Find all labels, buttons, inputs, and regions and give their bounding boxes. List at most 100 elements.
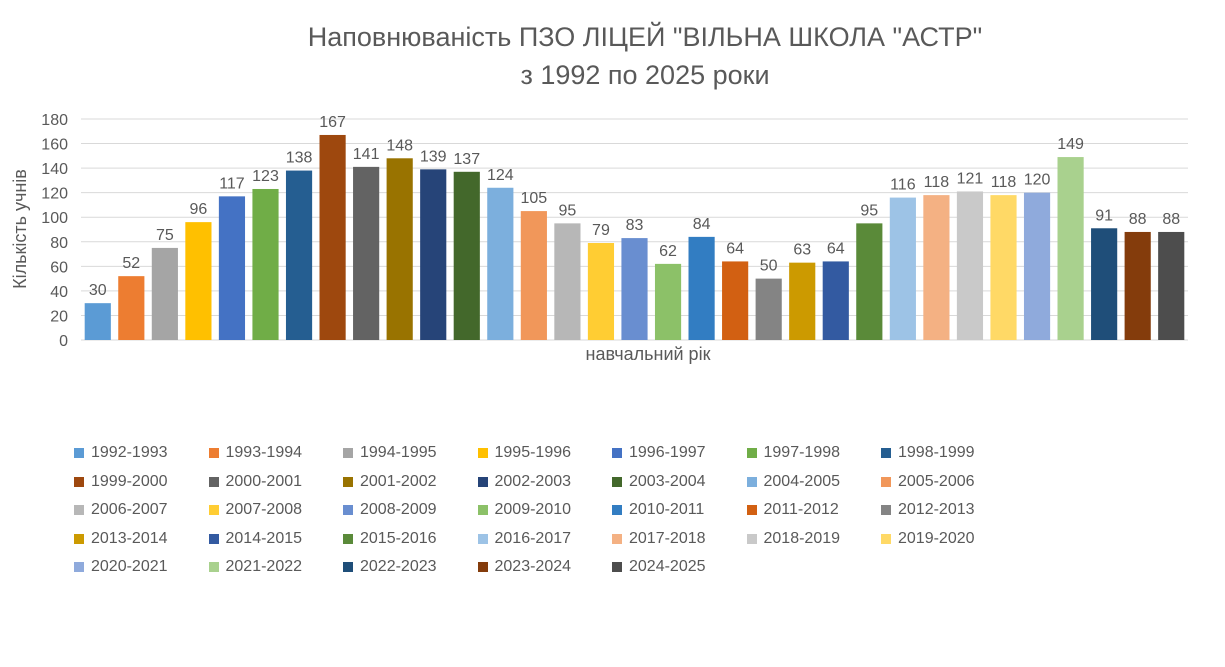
legend-item-1994-1995: 1994-1995 xyxy=(343,444,437,462)
y-axis-title: Кількість учнів xyxy=(10,169,30,289)
data-label-2004-2005: 124 xyxy=(487,167,514,184)
legend-item-1995-1996: 1995-1996 xyxy=(477,444,572,462)
legend-label: 2013-2014 xyxy=(91,529,168,547)
bar-2004-2005 xyxy=(487,187,514,340)
legend-item-1992-1993: 1992-1993 xyxy=(74,444,168,462)
bar-2001-2002 xyxy=(386,158,413,340)
legend-swatch xyxy=(74,533,84,544)
legend-label: 2017-2018 xyxy=(629,529,706,547)
legend-item-2011-2012: 2011-2012 xyxy=(746,501,839,519)
legend-item-2007-2008: 2007-2008 xyxy=(208,501,302,519)
legend-swatch xyxy=(343,505,353,515)
legend-swatch xyxy=(208,448,219,458)
legend-label: 2003-2004 xyxy=(629,472,706,490)
bar-2019-2020 xyxy=(990,195,1017,340)
legend-label: 2000-2001 xyxy=(225,472,303,490)
legend-label: 1995-1996 xyxy=(494,444,572,461)
bar-1998-1999 xyxy=(285,170,313,340)
legend-item-2004-2005: 2004-2005 xyxy=(746,473,840,491)
y-tick-label: 0 xyxy=(59,333,68,350)
legend-swatch xyxy=(477,533,488,544)
legend-swatch xyxy=(477,505,488,515)
y-tick-label: 60 xyxy=(50,259,68,276)
legend-label: 2018-2019 xyxy=(763,529,841,547)
legend-label: 2019-2020 xyxy=(898,529,975,547)
data-label-2001-2002: 148 xyxy=(386,137,413,154)
legend-label: 2010-2011 xyxy=(629,501,705,518)
legend-swatch xyxy=(881,505,891,515)
legend-swatch xyxy=(881,533,891,544)
legend-item-2012-2013: 2012-2013 xyxy=(881,501,975,519)
legend-item-2018-2019: 2018-2019 xyxy=(746,529,841,548)
legend-item-2017-2018: 2017-2018 xyxy=(612,530,706,548)
legend-swatch xyxy=(208,505,219,515)
bar-2024-2025 xyxy=(1158,231,1185,340)
bar-2012-2013 xyxy=(755,278,782,340)
bar-2014-2015 xyxy=(822,261,849,340)
legend-label: 2005-2006 xyxy=(898,472,975,490)
bars xyxy=(84,134,1185,340)
data-label-1997-1998: 123 xyxy=(252,168,279,185)
data-label-2017-2018: 118 xyxy=(924,174,950,191)
bar-1997-1998 xyxy=(252,188,279,340)
legend-item-1996-1997: 1996-1997 xyxy=(612,444,706,462)
x-axis-title: навчальний рік xyxy=(586,344,711,364)
y-tick-label: 120 xyxy=(41,186,68,203)
legend-swatch xyxy=(74,476,84,487)
data-label-2018-2019: 121 xyxy=(957,170,984,187)
legend-swatch xyxy=(746,476,757,487)
data-label-1999-2000: 167 xyxy=(319,114,346,131)
legend-item-2003-2004: 2003-2004 xyxy=(612,473,706,491)
legend-item-2015-2016: 2015-2016 xyxy=(343,530,437,548)
data-label-1995-1996: 96 xyxy=(190,201,208,218)
legend-item-2005-2006: 2005-2006 xyxy=(881,473,975,491)
legend-label: 1997-1998 xyxy=(763,444,841,461)
legend-label: 1996-1997 xyxy=(629,444,706,461)
bar-1996-1997 xyxy=(218,196,246,340)
data-label-1998-1999: 138 xyxy=(286,150,313,167)
data-label-2011-2012: 64 xyxy=(726,240,744,257)
bar-1999-2000 xyxy=(319,134,346,340)
data-label-2012-2013: 50 xyxy=(760,258,778,275)
y-tick-label: 100 xyxy=(41,210,68,227)
legend-item-2024-2025: 2024-2025 xyxy=(612,558,706,576)
data-labels: 30 52 75 96 117 123 138 167 141 148 139 137 124 105 95… xyxy=(89,114,1180,299)
bar-2006-2007 xyxy=(554,223,581,340)
legend-item-2010-2011: 2010-2011 xyxy=(612,501,704,519)
bar-2013-2014 xyxy=(789,262,816,340)
chart-title: Наповнюваність ПЗО ЛІЦЕЙ "ВІЛЬНА ШКОЛА "… xyxy=(0,18,1225,94)
data-label-2013-2014: 63 xyxy=(793,242,811,259)
y-tick-label: 140 xyxy=(41,161,68,178)
legend-swatch xyxy=(612,476,622,487)
bar-2011-2012 xyxy=(722,261,749,340)
legend-item-2013-2014: 2013-2014 xyxy=(74,530,168,548)
legend-swatch xyxy=(74,505,84,515)
bar-2015-2016 xyxy=(856,223,883,340)
bar-2009-2010 xyxy=(654,263,682,340)
legend-swatch xyxy=(612,505,622,515)
data-label-2000-2001: 141 xyxy=(353,146,380,163)
legend-item-2000-2001: 2000-2001 xyxy=(208,472,303,491)
legend-swatch xyxy=(477,476,488,487)
bar-2008-2009 xyxy=(621,238,648,340)
legend-item-1999-2000: 1999-2000 xyxy=(74,473,168,491)
legend-item-2022-2023: 2022-2023 xyxy=(343,558,437,576)
legend-label: 2006-2007 xyxy=(91,501,168,518)
legend-item-2014-2015: 2014-2015 xyxy=(208,530,302,548)
data-label-2019-2020: 118 xyxy=(991,174,1017,191)
legend-swatch xyxy=(746,505,757,515)
legend-swatch xyxy=(881,476,891,487)
legend-swatch xyxy=(477,448,488,458)
legend-swatch xyxy=(208,476,219,487)
legend-item-2016-2017: 2016-2017 xyxy=(477,530,571,548)
legend-swatch xyxy=(343,476,353,487)
data-label-2024-2025: 88 xyxy=(1162,211,1180,228)
legend-label: 1998-1999 xyxy=(898,444,975,461)
legend-item-2023-2024: 2023-2024 xyxy=(477,558,571,576)
legend-label: 2024-2025 xyxy=(629,558,706,575)
data-label-2005-2006: 105 xyxy=(521,190,548,207)
y-tick-label: 160 xyxy=(41,137,68,154)
legend-label: 1999-2000 xyxy=(91,472,168,490)
legend-item-1997-1998: 1997-1998 xyxy=(746,444,841,462)
